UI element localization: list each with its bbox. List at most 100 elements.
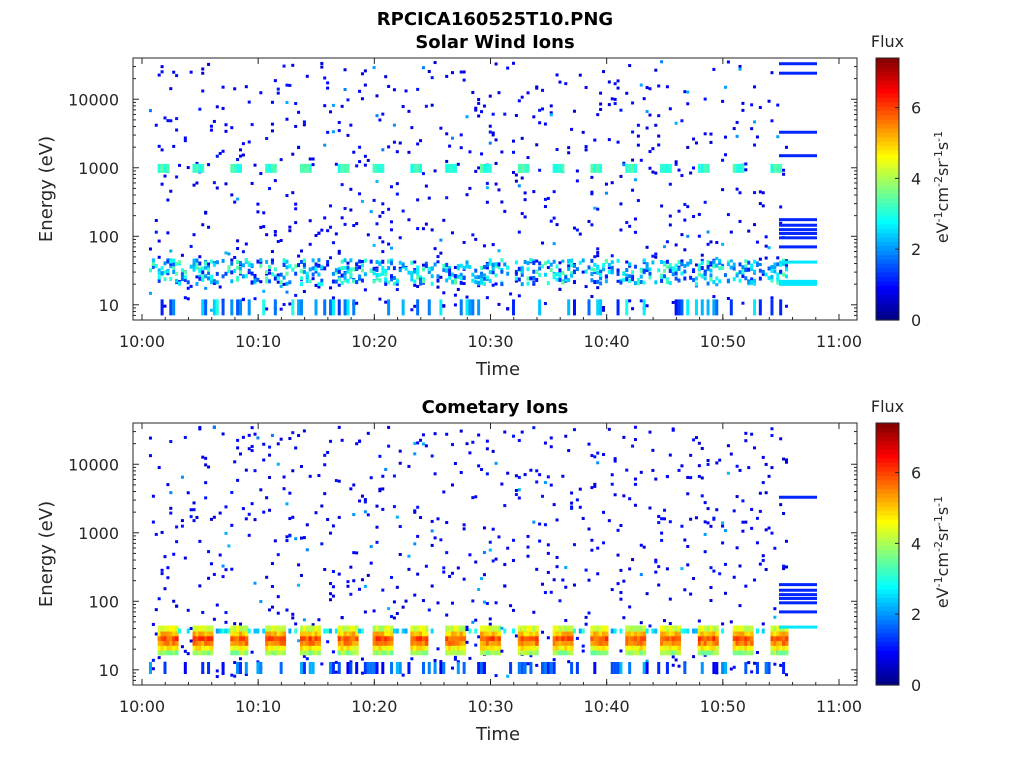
- heat-cell: [259, 172, 263, 176]
- heat-cell: [468, 451, 472, 455]
- heat-cell: [453, 293, 457, 297]
- heat-cell: [198, 639, 202, 646]
- heat-cell: [732, 639, 737, 646]
- heat-cell: [230, 279, 234, 284]
- legend-line: [779, 228, 817, 232]
- colorbar-swatch: [876, 66, 899, 72]
- heat-cell: [198, 630, 202, 637]
- heat-cell: [610, 473, 614, 477]
- heat-cell: [352, 639, 356, 646]
- colorbar-swatch: [876, 519, 899, 525]
- heat-cell: [520, 644, 525, 651]
- heat-cell: [317, 231, 321, 235]
- heat-cell: [265, 644, 269, 651]
- heat-cell: [480, 630, 484, 637]
- heat-cell: [204, 630, 208, 637]
- heat-cell: [378, 635, 382, 642]
- heat-cell: [340, 630, 345, 637]
- heat-cell: [410, 635, 414, 642]
- heat-cell: [285, 281, 289, 286]
- heat-cell: [343, 630, 348, 637]
- colorbar-swatch: [876, 628, 899, 634]
- heat-cell: [642, 639, 647, 646]
- heat-cell: [253, 469, 257, 473]
- heat-cell: [596, 247, 600, 251]
- heat-cell: [413, 593, 417, 597]
- heat-cell: [645, 110, 649, 114]
- heat-cell: [268, 649, 272, 656]
- heat-cell: [779, 205, 783, 209]
- heat-cell: [663, 163, 667, 173]
- heat-cell: [482, 244, 486, 248]
- heat-cell: [416, 275, 420, 280]
- heat-cell: [575, 498, 579, 502]
- heat-cell: [663, 508, 667, 512]
- heat-cell: [668, 281, 672, 286]
- heat-cell: [555, 630, 560, 637]
- heat-cell: [331, 661, 335, 674]
- heat-cell: [410, 271, 414, 276]
- heat-cell: [436, 647, 440, 651]
- heat-cell: [186, 297, 190, 301]
- heat-cell: [288, 533, 292, 537]
- heat-cell: [471, 299, 475, 316]
- heat-cell: [233, 639, 237, 646]
- heat-cell: [485, 186, 489, 190]
- heat-cell: [497, 639, 501, 646]
- heat-cell: [485, 472, 489, 476]
- heat-cell: [384, 639, 388, 646]
- heat-cell: [326, 260, 330, 265]
- heat-cell: [561, 625, 565, 632]
- heat-cell: [355, 551, 359, 555]
- heat-cell: [636, 277, 640, 282]
- heat-cell: [593, 255, 597, 259]
- heat-cell: [169, 249, 173, 253]
- heat-cell: [268, 475, 272, 479]
- heat-cell: [709, 599, 713, 603]
- heat-cell: [195, 265, 199, 270]
- heat-cell: [532, 190, 536, 194]
- heat-cell: [314, 644, 319, 651]
- heat-cell: [413, 441, 417, 445]
- heat-cell: [520, 136, 524, 140]
- heat-cell: [564, 275, 568, 280]
- heat-cell: [413, 269, 417, 274]
- heat-cell: [770, 639, 774, 646]
- heat-cell: [453, 277, 457, 282]
- heat-cell: [738, 219, 742, 223]
- heat-cell: [329, 531, 333, 535]
- heat-cell: [628, 661, 632, 674]
- y-tick-label: 1000: [78, 524, 119, 543]
- heat-cell: [372, 639, 377, 646]
- heat-cell: [355, 164, 359, 168]
- heat-cell: [166, 635, 170, 642]
- heat-cell: [639, 470, 643, 474]
- heat-cell: [750, 127, 754, 131]
- heat-cell: [346, 584, 350, 588]
- heat-cell: [195, 163, 199, 173]
- heat-cell: [480, 467, 484, 471]
- heat-cell: [358, 276, 362, 281]
- heat-cell: [148, 661, 152, 674]
- heat-cell: [320, 662, 324, 666]
- heat-cell: [308, 474, 312, 478]
- heat-cell: [738, 270, 742, 275]
- heat-cell: [660, 60, 664, 64]
- heat-cell: [340, 163, 344, 173]
- heat-cell: [776, 280, 780, 285]
- heat-cell: [596, 649, 600, 656]
- colorbar-swatch: [876, 189, 899, 194]
- heat-cell: [488, 261, 492, 266]
- heat-cell: [784, 274, 788, 279]
- heat-cell: [207, 267, 211, 272]
- heat-cell: [665, 264, 669, 269]
- heat-cell: [334, 479, 338, 483]
- heat-cell: [692, 577, 696, 581]
- heat-cell: [189, 244, 193, 248]
- heat-cell: [378, 214, 382, 218]
- heat-cell: [453, 644, 458, 651]
- heat-cell: [186, 628, 190, 634]
- heat-cell: [535, 663, 539, 667]
- heat-cell: [477, 661, 481, 674]
- heat-cell: [349, 661, 353, 674]
